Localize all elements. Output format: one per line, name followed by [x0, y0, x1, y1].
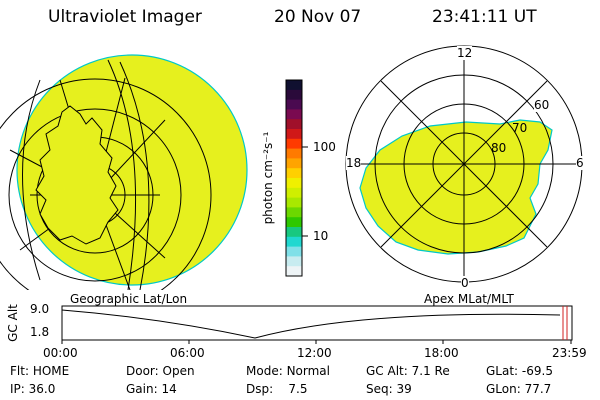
auroral-oval [359, 119, 553, 255]
mlt-label-left: 18 [346, 156, 362, 170]
time-tick-label: 06:00 [170, 346, 205, 360]
geo-longitude-status: GLon: 77.7 [486, 382, 552, 396]
colorbar-frame [285, 79, 303, 277]
colorbar-swatch [286, 266, 302, 277]
mlt-label-right: 6 [576, 156, 584, 170]
date-label: 20 Nov 07 [274, 7, 362, 27]
time-tick-label: 23:59 [552, 346, 587, 360]
mlt-label-bottom: 0 [461, 276, 469, 290]
colorbar-swatch [286, 207, 302, 218]
right-panel-caption: Apex MLat/MLT [424, 292, 514, 306]
imager-title: Ultraviolet Imager [48, 7, 202, 27]
colorbar-swatch [286, 168, 302, 179]
magnetic-polar-plot [345, 45, 583, 283]
dsp-status: Dsp: 7.5 [246, 382, 308, 396]
flight-status: Flt: HOME [10, 364, 70, 378]
colorbar-swatch [286, 99, 302, 110]
gain-status: Gain: 14 [126, 382, 177, 396]
left-panel-caption: Geographic Lat/Lon [70, 292, 188, 306]
colorbar-swatch [286, 158, 302, 169]
colorbar-ticks [302, 146, 308, 237]
colorbar-unit-label: photon cm⁻²s⁻¹ [261, 131, 275, 225]
mlt-label-top: 12 [457, 46, 473, 60]
gc-altitude-status: GC Alt: 7.1 Re [366, 364, 450, 378]
altitude-plot [61, 305, 573, 344]
mlat-label-70: 70 [512, 121, 528, 135]
altitude-curve [61, 309, 561, 339]
colorbar-swatch [286, 80, 302, 91]
altitude-tick-label: 1.8 [30, 325, 50, 339]
ip-status: IP: 36.0 [10, 382, 56, 396]
time-axis-ticks [61, 340, 572, 344]
door-status: Door: Open [126, 364, 195, 378]
colorbar-swatch [286, 129, 302, 140]
altitude-axis-label: GC Alt [6, 304, 20, 342]
geo-latitude-status: GLat: -69.5 [486, 364, 553, 378]
altitude-tick-label: 9.0 [30, 302, 50, 316]
colorbar-swatch [286, 178, 302, 189]
colorbar-swatch [286, 217, 302, 228]
colorbar-tick-label: 10 [313, 229, 329, 243]
colorbar-swatch [286, 119, 302, 130]
colorbar-swatch [286, 246, 302, 257]
colorbar-swatch [286, 187, 302, 199]
colorbar-swatch [286, 89, 302, 101]
colorbar-swatch [286, 256, 302, 267]
time-tick-label: 18:00 [424, 346, 459, 360]
polar-grid [345, 45, 583, 283]
colorbar-swatch [286, 197, 302, 208]
colorbar-swatch [286, 138, 302, 150]
colorbar-swatch [286, 148, 302, 159]
antarctica-coastline [35, 105, 119, 245]
colorbar-tick-label: 100 [313, 140, 336, 154]
colorbar-swatch [286, 109, 302, 120]
sequence-status: Seq: 39 [366, 382, 412, 396]
mlat-label-60: 60 [534, 98, 550, 112]
time-label: 23:41:11 UT [432, 7, 537, 27]
mlat-label-80: 80 [491, 141, 507, 155]
mode-status: Mode: Normal [246, 364, 330, 378]
geographic-map [0, 54, 248, 290]
intensity-colorbar [285, 79, 303, 277]
time-tick-label: 00:00 [43, 346, 78, 360]
time-tick-label: 12:00 [297, 346, 332, 360]
colorbar-swatch [286, 227, 302, 238]
colorbar-swatch [286, 236, 302, 248]
